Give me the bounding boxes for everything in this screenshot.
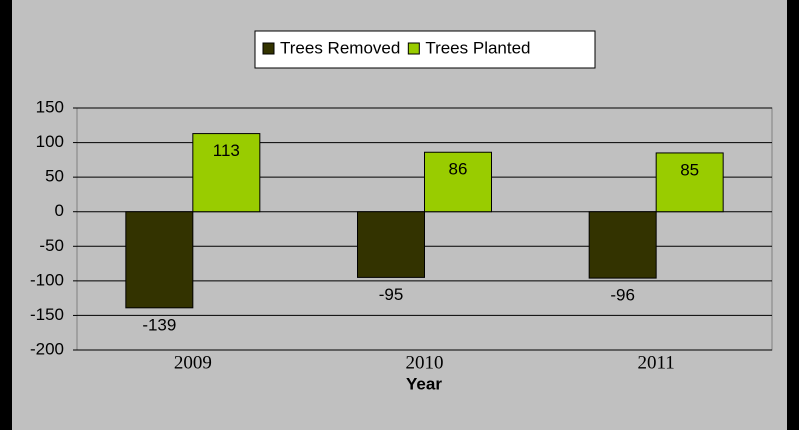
data-label: -96 — [610, 286, 635, 305]
y-tick-label: 100 — [36, 132, 64, 151]
legend-label: Trees Removed — [280, 38, 400, 57]
legend-swatch — [262, 42, 275, 55]
bar — [192, 133, 261, 213]
y-tick-label: -200 — [30, 339, 64, 358]
data-label: 85 — [680, 160, 699, 179]
x-tick-label: 2009 — [174, 352, 212, 373]
y-tick-label: -100 — [30, 270, 64, 289]
data-label: -95 — [379, 285, 404, 304]
y-tick-label: -150 — [30, 305, 64, 324]
legend-label: Trees Planted — [425, 38, 530, 57]
data-label: 86 — [449, 160, 468, 179]
bar — [655, 152, 724, 213]
y-tick-label: 50 — [45, 167, 64, 186]
bar — [588, 211, 657, 279]
bar — [125, 211, 194, 309]
y-tick-label: 0 — [55, 201, 64, 220]
bar — [357, 211, 425, 278]
x-tick-label: 2011 — [638, 352, 675, 373]
y-tick-label: 150 — [36, 97, 64, 116]
x-axis-title: Year — [406, 374, 442, 393]
y-tick-label: -50 — [39, 236, 64, 255]
data-label: -139 — [142, 315, 176, 334]
bar — [424, 151, 492, 213]
data-label: 113 — [213, 141, 240, 160]
x-tick-label: 2010 — [406, 352, 444, 373]
legend — [254, 30, 596, 69]
legend-swatch — [407, 42, 420, 55]
